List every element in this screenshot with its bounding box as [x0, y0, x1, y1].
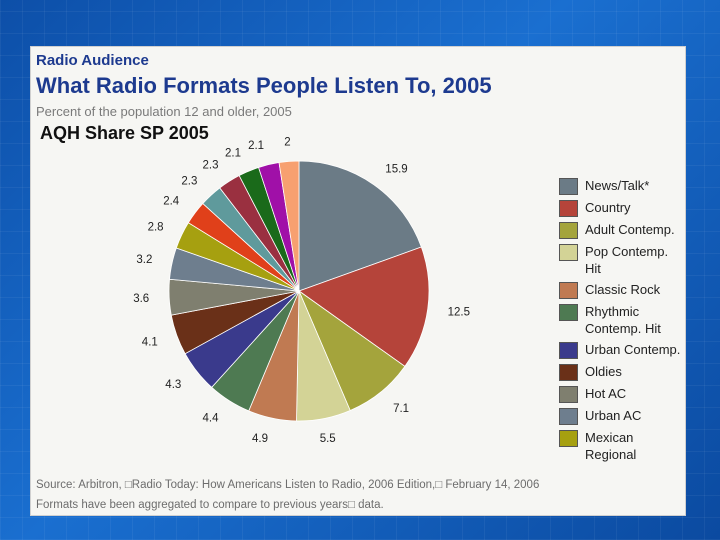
slice-value-label: 2: [284, 136, 290, 148]
legend-swatch: [559, 304, 578, 321]
legend-item: Urban Contemp.: [559, 341, 684, 359]
legend-label: Mexican Regional: [585, 430, 637, 462]
legend-item: Pop Contemp. Hit: [559, 243, 684, 277]
slice-value-label: 2.4: [163, 196, 180, 208]
chart-title: AQH Share SP 2005: [40, 123, 209, 143]
legend-swatch: [559, 244, 578, 261]
slice-value-label: 2.1: [248, 140, 264, 152]
legend-item: Classic Rock: [559, 281, 684, 299]
legend-label: Urban AC: [585, 408, 642, 423]
legend-swatch: [559, 408, 578, 425]
slice-value-label: 4.9: [252, 433, 268, 445]
legend-label: Rhythmic Contemp. Hit: [585, 304, 661, 336]
slice-value-label: 15.9: [385, 163, 407, 175]
legend-label: Country: [585, 200, 631, 215]
legend-label: Urban Contemp.: [585, 342, 681, 357]
legend-item: Country: [559, 199, 684, 217]
legend-label: Classic Rock: [585, 282, 661, 297]
pie-slice: [298, 160, 422, 292]
legend-swatch: [559, 430, 578, 447]
legend-swatch: [559, 364, 578, 381]
slice-value-label: 2.8: [148, 221, 164, 233]
legend-swatch: [559, 282, 578, 299]
slice-value-label: 2.3: [203, 159, 219, 171]
legend-item: News/Talk*: [559, 177, 684, 195]
legend-swatch: [559, 386, 578, 403]
slice-value-label: 4.4: [203, 413, 220, 425]
legend-item: Adult Contemp.: [559, 221, 684, 239]
legend-label: Adult Contemp.: [585, 222, 675, 237]
legend-swatch: [559, 178, 578, 195]
legend-label: Pop Contemp. Hit: [585, 244, 669, 276]
legend-label: News/Talk*: [585, 178, 650, 193]
chart-legend: News/Talk* Country Adult Contemp. Pop Conte…: [559, 177, 684, 467]
slice-value-label: 5.5: [320, 433, 336, 445]
slice-value-label: 7.1: [393, 403, 409, 415]
pie-slice: [278, 160, 300, 292]
legend-item: Urban AC: [559, 407, 684, 425]
legend-label: Oldies: [585, 364, 622, 379]
slice-value-label: 12.5: [448, 307, 470, 319]
pie-slice: [298, 246, 430, 367]
legend-item: Oldies: [559, 363, 684, 381]
page-subtitle: Percent of the population 12 and older, …: [36, 104, 292, 119]
slice-value-label: 4.3: [165, 379, 181, 391]
legend-item: Rhythmic Contemp. Hit: [559, 303, 684, 337]
legend-item: Hot AC: [559, 385, 684, 403]
slice-value-label: 2.1: [225, 148, 241, 160]
legend-item: Mexican Regional: [559, 429, 684, 463]
pie-chart: 15.912.57.15.54.94.44.34.13.63.22.82.42.…: [133, 136, 470, 445]
slice-value-label: 4.1: [142, 337, 158, 349]
aggregation-note: Formats have been aggregated to compare …: [36, 499, 384, 511]
slice-value-label: 3.2: [136, 254, 152, 266]
legend-swatch: [559, 200, 578, 217]
chart-panel: Radio Audience What Radio Formats People…: [30, 46, 686, 516]
page-title: What Radio Formats People Listen To, 200…: [36, 73, 492, 98]
legend-swatch: [559, 342, 578, 359]
legend-label: Hot AC: [585, 386, 627, 401]
source-note: Source: Arbitron, □Radio Today: How Amer…: [36, 479, 540, 491]
slice-value-label: 3.6: [133, 293, 149, 305]
legend-swatch: [559, 222, 578, 239]
category-label: Radio Audience: [36, 52, 149, 69]
slice-value-label: 2.3: [181, 176, 197, 188]
